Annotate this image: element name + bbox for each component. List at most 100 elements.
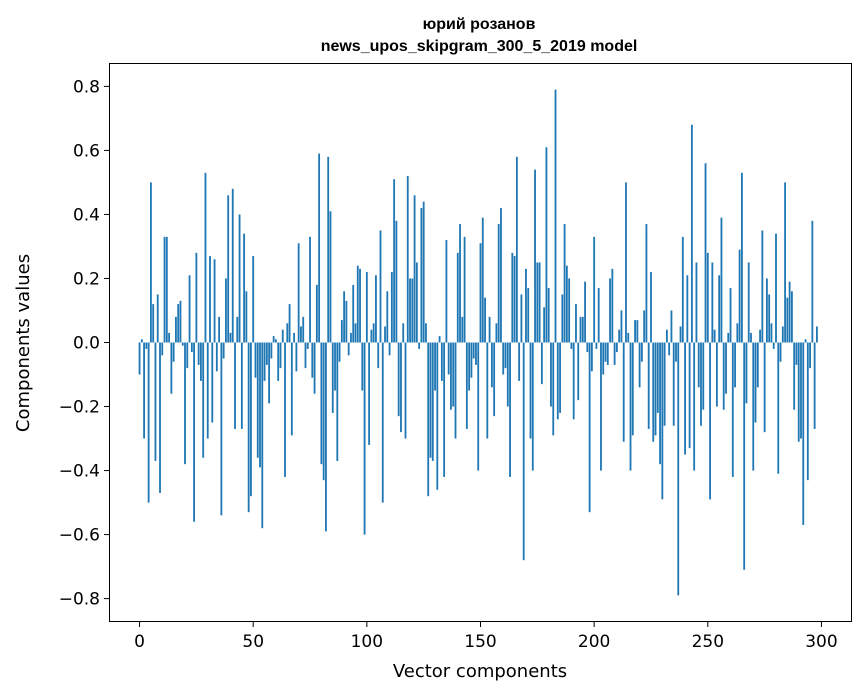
bar <box>322 342 325 481</box>
bar <box>679 326 682 343</box>
bar <box>340 320 343 343</box>
y-tick-label: 0.8 <box>73 77 100 97</box>
bar <box>140 339 143 343</box>
bar <box>468 342 471 391</box>
bar <box>693 342 696 471</box>
bar <box>395 220 398 343</box>
bar <box>263 342 266 381</box>
bar <box>354 323 357 343</box>
bar <box>540 342 543 385</box>
bar <box>420 208 423 343</box>
x-tick-label: 100 <box>351 632 383 652</box>
bar <box>697 342 700 388</box>
bar <box>684 342 686 455</box>
bar <box>554 89 557 343</box>
bar <box>802 342 805 525</box>
bar <box>281 329 284 343</box>
bar <box>695 262 698 343</box>
bar <box>790 291 793 343</box>
bar <box>193 342 196 522</box>
bar <box>552 342 555 436</box>
x-tick-label: 50 <box>242 632 264 652</box>
bar <box>165 236 168 343</box>
bar <box>447 342 450 375</box>
bar <box>600 342 602 471</box>
bar <box>561 294 564 343</box>
bar <box>295 342 298 372</box>
y-tick-label: 0.0 <box>73 334 100 354</box>
bar <box>238 214 241 343</box>
bar <box>209 256 211 343</box>
x-tick-label: 200 <box>578 632 610 652</box>
bar <box>495 323 498 343</box>
bar <box>550 342 552 407</box>
bar <box>634 320 636 343</box>
bar <box>597 288 600 343</box>
bar <box>500 208 502 343</box>
bar <box>300 326 302 343</box>
bar <box>668 342 671 356</box>
bar <box>202 342 205 458</box>
y-tick-label: 0.4 <box>73 205 100 225</box>
bar <box>618 329 621 343</box>
bar <box>747 262 750 343</box>
bar <box>245 291 248 343</box>
bar <box>418 342 421 349</box>
bar <box>740 172 743 343</box>
y-tick-label: −0.8 <box>59 590 100 610</box>
bar <box>659 342 661 465</box>
x-tick-label: 250 <box>692 632 724 652</box>
x-tick-label: 300 <box>805 632 837 652</box>
bar <box>336 342 339 461</box>
bar <box>311 342 314 378</box>
bar <box>509 342 511 477</box>
bar <box>188 275 191 343</box>
bar <box>502 342 505 375</box>
bar <box>811 220 814 343</box>
bar <box>302 316 305 343</box>
bar <box>670 310 673 343</box>
bar <box>804 339 807 343</box>
bar <box>727 332 730 343</box>
bar <box>559 342 561 413</box>
bar <box>556 342 559 420</box>
bar <box>472 342 475 359</box>
bar <box>529 342 532 439</box>
bar <box>643 310 646 343</box>
bar <box>756 342 759 388</box>
bar <box>454 342 457 439</box>
y-tick-label: −0.4 <box>59 462 100 482</box>
bar <box>722 342 725 410</box>
bar <box>163 236 166 343</box>
bar <box>752 342 755 471</box>
bar <box>234 342 236 429</box>
bar <box>156 294 159 343</box>
bar <box>465 342 468 429</box>
bar <box>268 342 271 404</box>
bar <box>750 332 752 343</box>
bar <box>568 278 571 343</box>
bar <box>629 342 632 471</box>
bar <box>168 332 171 343</box>
bar <box>181 342 184 346</box>
bar <box>661 342 664 500</box>
bar <box>265 342 268 365</box>
bar <box>584 281 586 343</box>
bar <box>325 342 327 532</box>
bar <box>243 233 246 343</box>
bar <box>179 300 182 343</box>
bar <box>411 278 414 343</box>
bar <box>388 342 391 356</box>
bar <box>497 224 500 343</box>
bar <box>797 342 800 442</box>
bar <box>518 342 521 381</box>
bar <box>356 265 359 343</box>
bar <box>386 291 389 343</box>
bar <box>211 342 214 423</box>
bar <box>745 342 748 404</box>
bar <box>493 342 496 417</box>
bar <box>293 332 296 343</box>
bar <box>413 195 416 343</box>
bar <box>720 217 723 343</box>
x-tick-label: 0 <box>134 632 145 652</box>
